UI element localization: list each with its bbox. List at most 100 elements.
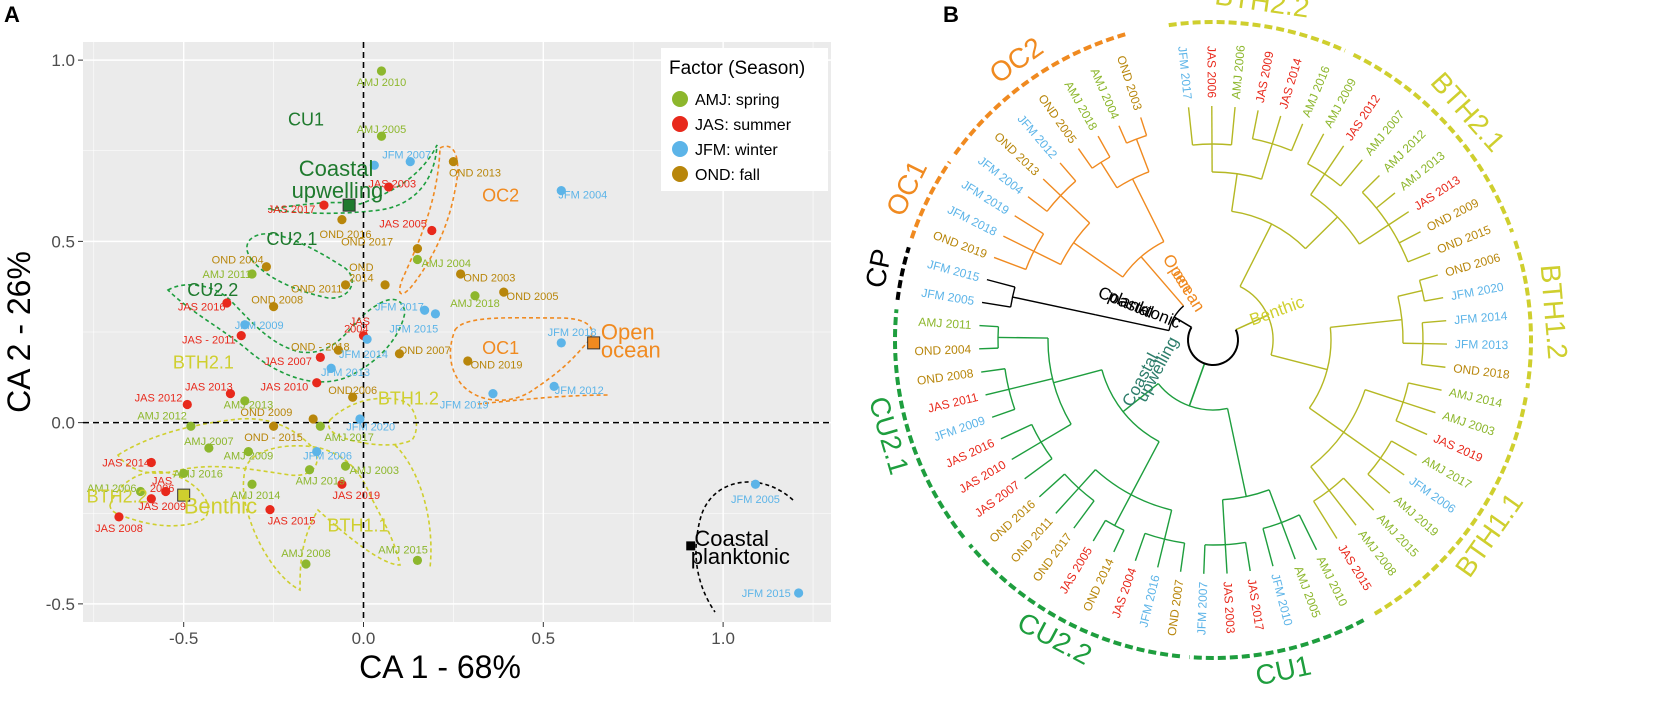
point-label: JAS 2013 (185, 381, 233, 393)
point-ond-2004 (261, 262, 272, 272)
point-ond-2015 (268, 421, 279, 431)
hull-cp (695, 481, 794, 613)
point-jfm-2020 (355, 414, 365, 424)
cluster-label-cp: CP (859, 246, 897, 291)
point-amj-2018 (470, 291, 480, 301)
annotation-cu2-2: CU2.2 (187, 280, 238, 300)
branch-radial (1306, 133, 1325, 165)
point-jas-2017 (319, 200, 329, 210)
branch-radial (1077, 148, 1093, 169)
cluster-arc-cp (895, 246, 911, 301)
leaf-jfm-2013: JFM 2013 (1455, 337, 1509, 352)
point-ond-2003 (455, 269, 466, 279)
cluster-arc-oc1 (909, 160, 952, 239)
centroids (177, 198, 696, 551)
branch-radial (1014, 215, 1044, 235)
branch-radial (1309, 407, 1345, 433)
branch-radial (1262, 528, 1274, 567)
centroid-coastal-planktonic (686, 541, 696, 551)
point-label: AMJ 2012 (137, 410, 187, 422)
branch-radial (1040, 423, 1072, 443)
point-label: 2014 (349, 273, 373, 285)
branch-radial (1042, 178, 1062, 197)
point-jfm-2015b (430, 309, 441, 319)
leaf-jas-2003: JAS 2003 (1221, 581, 1238, 634)
annotation-bth2-2: BTH2.2 (87, 486, 148, 506)
point-label: JAS 2017 (268, 204, 316, 216)
branch-radial (1388, 211, 1410, 226)
point-labels: AMJ 2010 AMJ 2005 JFM 2007 OND 2013 JFM 2004… (87, 77, 791, 600)
branch-arc (1091, 156, 1111, 169)
branch-radial (1113, 529, 1125, 553)
branch-radial (1408, 382, 1442, 391)
point-ond-2016 (337, 215, 347, 225)
legend-label-summer: JAS: summer (695, 117, 792, 134)
hull-cu1 (267, 144, 438, 215)
branch-radial (1122, 383, 1159, 413)
point-label: OND 2005 (507, 291, 559, 303)
point-label: AMJ 2018 (450, 298, 500, 310)
point-label: JAS 2008 (95, 523, 143, 535)
branch-radial (1073, 500, 1095, 529)
branch-radial (1203, 544, 1206, 574)
point-label: JAS (152, 476, 172, 488)
point-label: 2004 (344, 323, 368, 335)
point-amj-2016 (179, 468, 189, 478)
leaf-jfm-2010: JFM 2010 (1268, 572, 1295, 627)
branch-radial (1008, 378, 1053, 390)
point-amj-2010 (376, 66, 387, 76)
point-amj-2015 (412, 555, 423, 565)
point-jfm-2009 (240, 320, 250, 330)
point-label: OND 2017 (341, 236, 393, 248)
cluster-arc-bth2-2 (1168, 20, 1346, 53)
legend-swatch-summer (672, 116, 688, 132)
point-label: OND 2008 (251, 294, 303, 306)
cluster-label-bth1-2: BTH1.2 (1535, 263, 1574, 360)
branch-radial (1328, 489, 1357, 526)
branch-arc (1144, 532, 1185, 544)
branch-radial (1060, 195, 1091, 224)
point-label: JFM 2015 (742, 588, 791, 600)
branch-arc (1126, 134, 1147, 144)
point-label: JAS 2009 (138, 501, 186, 513)
branch-radial (985, 388, 1010, 396)
point-amj-2006 (135, 486, 146, 497)
hull-bth22 (109, 470, 209, 527)
point-jas-2014 (146, 457, 156, 468)
point-ond-2011 (340, 280, 351, 290)
data-points (114, 66, 804, 598)
annotation-oc1: OC1 (482, 338, 519, 358)
point-jfm-2015 (794, 588, 804, 598)
point-ond-2008 (268, 302, 279, 312)
point-label: JFM 2018 (548, 327, 597, 339)
branch-radial (1130, 441, 1160, 495)
branch-radial (1280, 522, 1296, 560)
point-label: AMJ 2006 (87, 483, 137, 495)
legend: Factor (Season) AMJ: spring JAS: summer JF… (661, 48, 828, 191)
cluster-label-oc1: OC1 (880, 155, 933, 220)
point-label: 2006 (150, 483, 174, 495)
point-jfm-2006 (312, 447, 322, 457)
leaf-amj-2006: AMJ 2006 (1229, 44, 1248, 99)
axis-ticks: -0.5 0.0 0.5 1.0 -0.5 0.0 0.5 1.0 (46, 51, 735, 648)
legend-label-winter: JFM: winter (695, 142, 778, 159)
branch-radial (1012, 296, 1096, 316)
point-jas-2008 (114, 512, 124, 522)
branch-radial (1055, 487, 1080, 514)
point-label: JAS 2012 (135, 392, 183, 404)
point-amj-2014 (247, 479, 257, 489)
group-label-ocean: ocean (1168, 266, 1209, 315)
branch-root-arc (1187, 326, 1239, 366)
point-jfm-2018 (556, 338, 566, 348)
leaf-jfm-2016: JFM 2016 (1136, 573, 1162, 628)
leaf-amj-2003: AMJ 2003 (1441, 409, 1497, 439)
branch-radial (1163, 509, 1173, 540)
cluster-arc-cu1 (1189, 618, 1365, 660)
branch-radial (1187, 107, 1194, 146)
annotation-ocean: ocean (601, 337, 661, 362)
cluster-arc-bth1-1 (1370, 397, 1528, 618)
branch-radial (1092, 520, 1107, 542)
branch-radial (1310, 173, 1326, 196)
point-label: AMJ 2014 (231, 490, 281, 502)
annotation-coastal: Coastal (694, 526, 769, 551)
